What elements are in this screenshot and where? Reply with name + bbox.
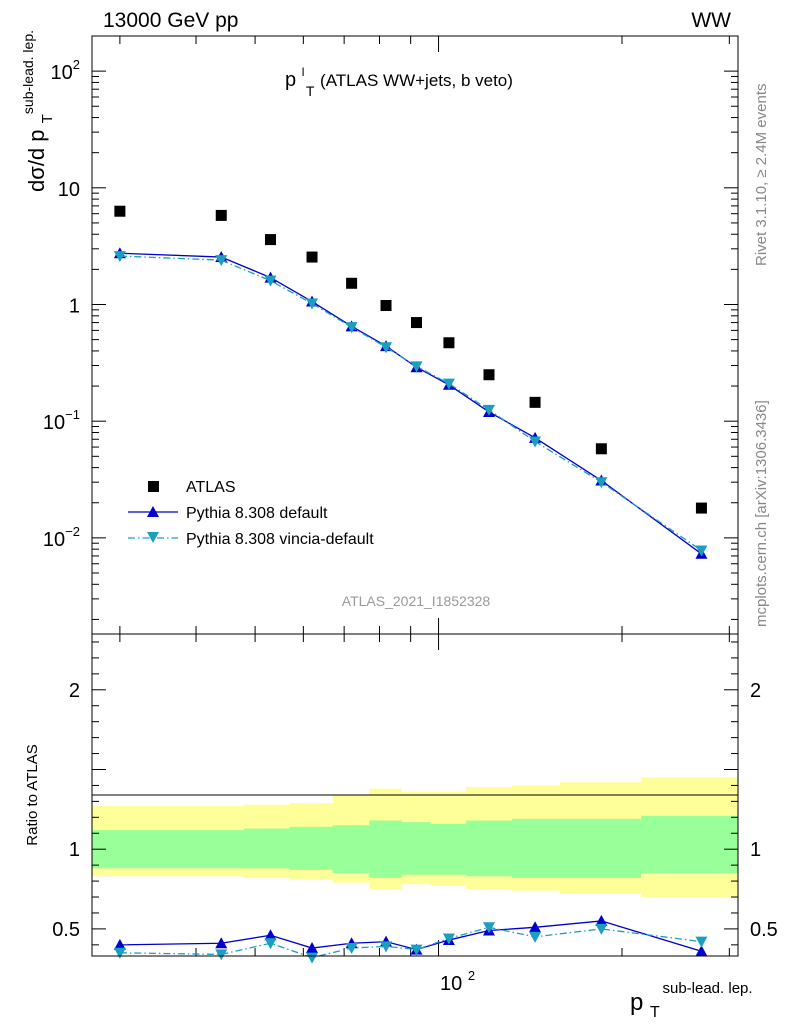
main-point-atlas <box>215 209 227 221</box>
ratio-point-pythia-8-308-default <box>695 945 708 957</box>
ratio-point-pythia-8-308-default <box>529 921 542 933</box>
main-point-atlas <box>483 369 495 381</box>
ratio-y-tick-label: 0.5 <box>52 919 80 941</box>
ratio-point-pythia-8-308-vincia-default <box>442 933 455 945</box>
legend-pythia-default-marker <box>147 506 159 517</box>
ratio-y-tick-label-right: 1 <box>750 839 761 861</box>
main-point-atlas <box>410 317 422 329</box>
main-point-pythia-8-308-vincia-default <box>482 404 495 416</box>
analysis-watermark: ATLAS_2021_I1852328 <box>342 593 491 609</box>
ratio-y-tick-label-right: 0.5 <box>750 919 778 941</box>
main-point-pythia-8-308-vincia-default <box>410 361 423 373</box>
ratio-point-pythia-8-308-vincia-default <box>264 938 277 950</box>
main-series <box>113 205 708 559</box>
x-tick-label-100: 10 2 <box>440 968 475 995</box>
x-axis-label: p T sub-lead. lep. <box>630 980 753 1023</box>
ratio-point-pythia-8-308-vincia-default <box>345 943 358 955</box>
main-point-atlas <box>114 205 126 217</box>
y-tick-label: 10−2 <box>43 524 80 551</box>
ratio-point-pythia-8-308-default <box>215 937 228 949</box>
main-axis-ticks: 10−2 10−1 1 10 102 <box>43 35 738 634</box>
legend-pythia-vincia-label: Pythia 8.308 vincia-default <box>186 531 374 548</box>
ratio-point-pythia-8-308-vincia-default <box>215 949 228 961</box>
legend-atlas: ATLAS <box>148 479 236 496</box>
main-point-atlas <box>380 300 392 312</box>
ratio-point-pythia-8-308-vincia-default <box>595 923 608 935</box>
main-point-atlas <box>265 234 277 246</box>
main-point-pythia-8-308-vincia-default <box>264 275 277 287</box>
ratio-point-pythia-8-308-vincia-default <box>113 947 126 959</box>
ratio-line-pythia-8-308-default <box>119 920 702 952</box>
mcplots-label: mcplots.cern.ch [arXiv:1306.3436] <box>753 400 770 627</box>
ratio-panel: 0.5 0.5 1 1 2 2 Ratio to ATLAS 10 2 p T sub-l… <box>24 633 778 1023</box>
legend: ATLAS Pythia 8.308 default Pythia 8.308 … <box>128 479 374 548</box>
ratio-point-pythia-8-308-default <box>595 914 608 926</box>
ratio-series <box>113 914 708 964</box>
main-point-pythia-8-308-vincia-default <box>345 322 358 334</box>
ratio-point-pythia-8-308-default <box>264 929 277 941</box>
main-point-pythia-8-308-vincia-default <box>380 342 393 354</box>
ratio-point-pythia-8-308-vincia-default <box>380 941 393 953</box>
ratio-point-pythia-8-308-default <box>113 938 126 950</box>
legend-atlas-marker <box>148 481 159 492</box>
ratio-line-pythia-8-308-vincia-default <box>119 926 702 959</box>
y-tick-label: 10−1 <box>43 407 80 434</box>
rivet-version-label: Rivet 3.1.10, ≥ 2.4M events <box>753 84 770 267</box>
main-point-pythia-8-308-vincia-default <box>595 477 608 489</box>
main-point-atlas <box>529 396 541 408</box>
ratio-axis-ticks: 0.5 0.5 1 1 2 2 <box>52 634 778 956</box>
main-point-atlas <box>306 251 318 263</box>
ratio-frame <box>91 633 739 957</box>
ratio-point-pythia-8-308-vincia-default <box>695 936 708 948</box>
ratio-y-tick-label-right: 2 <box>750 680 761 702</box>
main-point-pythia-8-308-vincia-default <box>113 251 126 263</box>
ratio-uncertainty-bands <box>92 777 738 898</box>
main-y-axis-label: dσ/d p T sub-lead. lep. <box>20 30 57 192</box>
main-point-pythia-8-308-vincia-default <box>306 298 319 310</box>
main-panel: 10−2 10−1 1 10 102 p l T (ATLAS WW+jets, b v… <box>20 30 739 635</box>
legend-pythia-default-label: Pythia 8.308 default <box>186 505 328 522</box>
y-tick-label: 10 <box>58 179 80 201</box>
legend-pythia-vincia-marker <box>147 532 159 543</box>
main-point-atlas <box>595 443 607 455</box>
header-process-label: WW <box>691 9 731 32</box>
ratio-point-pythia-8-308-vincia-default <box>410 944 423 956</box>
main-point-atlas <box>443 337 455 349</box>
legend-pythia-default: Pythia 8.308 default <box>128 505 328 522</box>
ratio-point-pythia-8-308-default <box>306 942 319 954</box>
legend-pythia-vincia: Pythia 8.308 vincia-default <box>128 531 374 548</box>
main-point-pythia-8-308-vincia-default <box>695 545 708 557</box>
main-point-pythia-8-308-vincia-default <box>215 255 228 267</box>
ratio-y-axis-label: Ratio to ATLAS <box>24 744 41 845</box>
ratio-band-inner <box>92 815 738 878</box>
y-tick-label: 102 <box>51 57 80 84</box>
main-point-atlas <box>346 277 358 289</box>
main-point-atlas <box>695 502 707 514</box>
ratio-point-pythia-8-308-vincia-default <box>482 922 495 934</box>
y-tick-label: 1 <box>69 295 80 317</box>
legend-atlas-label: ATLAS <box>186 479 236 496</box>
ratio-point-pythia-8-308-vincia-default <box>529 931 542 943</box>
plot-title: p l T (ATLAS WW+jets, b veto) <box>285 59 513 101</box>
main-point-pythia-8-308-vincia-default <box>442 378 455 390</box>
main-line-pythia-8-308-vincia-default <box>119 255 702 551</box>
ratio-point-pythia-8-308-vincia-default <box>306 952 319 964</box>
ratio-y-tick-label: 2 <box>69 680 80 702</box>
ratio-y-tick-label: 1 <box>69 839 80 861</box>
main-point-pythia-8-308-vincia-default <box>529 436 542 448</box>
header-collision-label: 13000 GeV pp <box>103 9 238 32</box>
